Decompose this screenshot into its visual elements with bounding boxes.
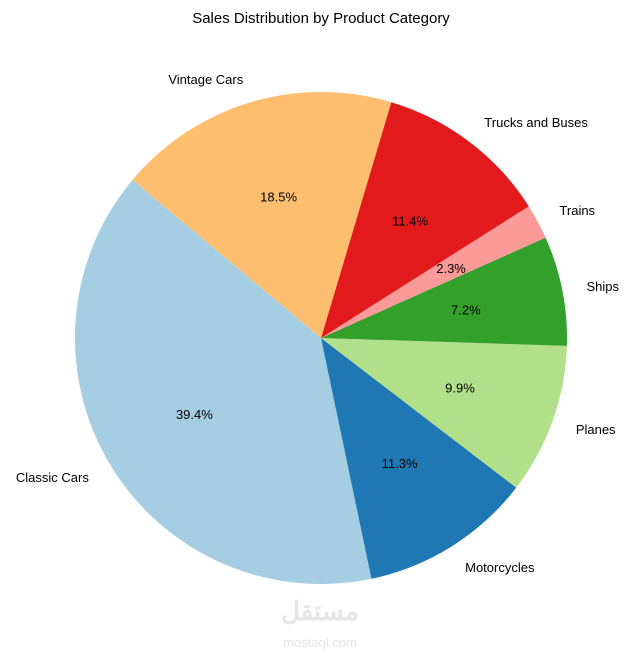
slice-trains xyxy=(321,206,546,338)
slice-ships xyxy=(321,237,568,346)
pct-label-motorcycles: 11.3% xyxy=(382,456,418,471)
slice-vintage-cars xyxy=(132,92,392,338)
category-label-ships: Ships xyxy=(587,279,620,294)
category-label-trucks-and-buses: Trucks and Buses xyxy=(484,115,588,130)
pct-label-trucks-and-buses: 11.4% xyxy=(392,213,428,228)
slice-planes xyxy=(321,338,567,488)
category-label-classic-cars: Classic Cars xyxy=(16,470,89,485)
watermark-arabic: مستقل xyxy=(281,596,359,626)
pct-label-planes: 9.9% xyxy=(445,381,475,396)
pct-label-vintage-cars: 18.5% xyxy=(260,190,297,205)
pct-label-classic-cars: 39.4% xyxy=(176,407,213,422)
pct-label-trains: 2.3% xyxy=(436,261,466,276)
slice-motorcycles xyxy=(321,338,517,579)
watermark-latin: mostaql.com xyxy=(283,635,357,650)
slice-trucks-and-buses xyxy=(321,102,529,338)
category-label-motorcycles: Motorcycles xyxy=(465,560,535,575)
category-label-planes: Planes xyxy=(576,422,616,437)
pct-label-ships: 7.2% xyxy=(451,303,481,318)
chart-title: Sales Distribution by Product Category xyxy=(192,10,450,27)
category-label-vintage-cars: Vintage Cars xyxy=(168,72,243,87)
watermark: مستقل mostaql.com xyxy=(281,596,359,650)
category-label-trains: Trains xyxy=(559,203,595,218)
slice-classic-cars xyxy=(75,179,372,584)
